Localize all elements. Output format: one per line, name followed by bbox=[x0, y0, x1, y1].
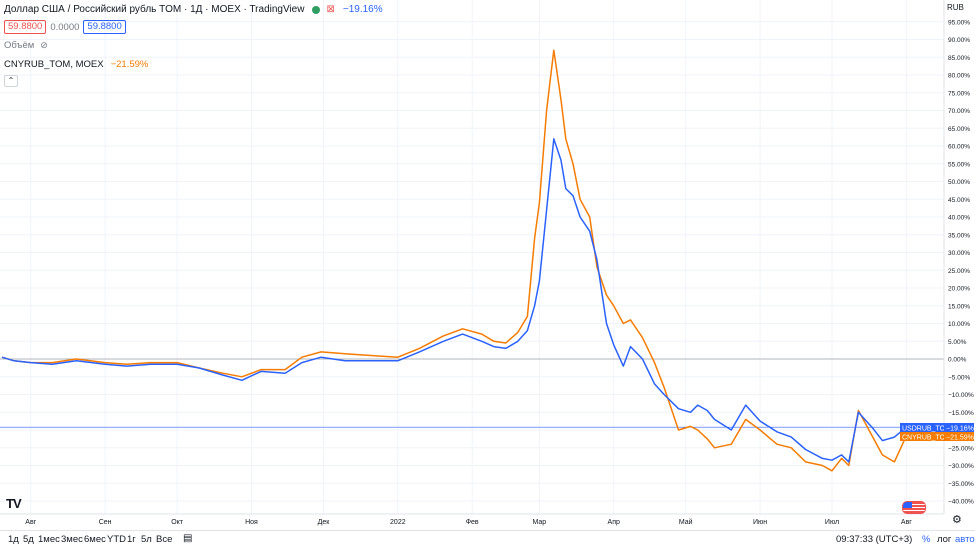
timeframe-1y[interactable]: 1г bbox=[127, 534, 136, 545]
bottom-toolbar: 1д 5д 1мес 3мес 6мес YTD 1г 5л Все ▤ 09:… bbox=[0, 530, 975, 549]
compare-row: CNYRUB_TOM, MOEX −21.59% bbox=[4, 58, 383, 71]
scale-currency[interactable]: RUB bbox=[947, 3, 964, 12]
us-flag-icon[interactable] bbox=[902, 501, 926, 514]
legend-title-row: Доллар США / Российский рубль TOM · 1Д ·… bbox=[4, 3, 383, 16]
y-tick-label: 25.00% bbox=[948, 268, 970, 275]
x-tick-label: Сен bbox=[99, 519, 112, 526]
series-layer bbox=[1, 49, 908, 472]
y-tick-label: 50.00% bbox=[948, 179, 970, 186]
y-tick-label: −25.00% bbox=[948, 445, 974, 452]
cny-marker-label-bg bbox=[900, 432, 944, 441]
x-tick-label: Дек bbox=[318, 519, 331, 526]
timeframe-3m[interactable]: 3мес bbox=[61, 534, 83, 545]
chevron-up-icon[interactable]: ⌃ bbox=[4, 75, 18, 87]
tradingview-logo-icon[interactable]: TV bbox=[6, 496, 22, 511]
cny-series-line[interactable] bbox=[1, 49, 908, 472]
y-tick-label: −10.00% bbox=[948, 392, 974, 399]
compare-label[interactable]: CNYRUB_TOM, MOEX bbox=[4, 59, 104, 70]
x-tick-label: Ноя bbox=[245, 519, 258, 526]
y-tick-label: −15.00% bbox=[948, 410, 974, 417]
usd-series-line[interactable] bbox=[1, 138, 907, 463]
status-dot-icon bbox=[312, 5, 321, 14]
time-scale[interactable]: Авг Сен Окт Ноя Дек 2022 Фев Мар Апр Май Июн Июл Авг bbox=[25, 518, 912, 526]
log-toggle[interactable]: лог bbox=[937, 534, 952, 545]
y-tick-label: 15.00% bbox=[948, 303, 970, 310]
timeframe-6m[interactable]: 6мес bbox=[84, 534, 106, 545]
cny-marker-value-bg bbox=[944, 432, 974, 441]
y-tick-label: 30.00% bbox=[948, 250, 970, 257]
y-tick-label: 0.00% bbox=[948, 357, 967, 364]
symbol-title[interactable]: Доллар США / Российский рубль TOM · 1Д ·… bbox=[4, 4, 305, 15]
timeframe-ytd[interactable]: YTD bbox=[107, 534, 126, 545]
volume-row: Объём ⊘ bbox=[4, 39, 383, 52]
price-row: 59.8800 0.0000 59.8800 bbox=[4, 20, 383, 34]
y-tick-label: 70.00% bbox=[948, 108, 970, 115]
timeframe-5y[interactable]: 5л bbox=[141, 534, 152, 545]
buy-price-button[interactable]: 59.8800 bbox=[83, 20, 126, 34]
auto-toggle[interactable]: авто bbox=[955, 534, 975, 545]
y-tick-label: −5.00% bbox=[948, 374, 970, 381]
chart-legend: Доллар США / Российский рубль TOM · 1Д ·… bbox=[4, 3, 383, 87]
y-tick-label: 5.00% bbox=[948, 339, 967, 346]
y-tick-label: 40.00% bbox=[948, 215, 970, 222]
y-tick-label: 60.00% bbox=[948, 144, 970, 151]
timeframe-1d[interactable]: 1д bbox=[8, 534, 19, 545]
x-tick-label: Июн bbox=[753, 519, 767, 526]
x-tick-label: Окт bbox=[171, 519, 184, 526]
usd-marker-value: −19.16% bbox=[946, 426, 974, 433]
clock[interactable]: 09:37:33 (UTC+3) bbox=[836, 534, 913, 545]
timeframe-all[interactable]: Все bbox=[156, 534, 173, 545]
usd-marker-value-bg bbox=[944, 423, 974, 432]
y-tick-label: −30.00% bbox=[948, 463, 974, 470]
cny-marker-value: −21.59% bbox=[946, 435, 974, 442]
x-tick-label: Авг bbox=[25, 519, 36, 526]
y-tick-label: 90.00% bbox=[948, 37, 970, 44]
y-tick-label: 55.00% bbox=[948, 161, 970, 168]
cny-marker-label: CNYRUB_TOM bbox=[902, 435, 951, 442]
eye-off-icon[interactable]: ⊘ bbox=[40, 40, 48, 50]
timeframe-5d[interactable]: 5д bbox=[23, 534, 34, 545]
close-icon[interactable]: ⊠ bbox=[326, 4, 335, 15]
x-tick-label: Июл bbox=[825, 519, 839, 526]
y-tick-label: 65.00% bbox=[948, 126, 970, 133]
y-tick-label: 80.00% bbox=[948, 73, 970, 80]
timeframe-1m[interactable]: 1мес bbox=[38, 534, 60, 545]
last-value-markers: USDRUB_TOM −19.16% CNYRUB_TOM −21.59% bbox=[900, 423, 974, 442]
y-tick-label: 10.00% bbox=[948, 321, 970, 328]
main-change: −19.16% bbox=[342, 4, 383, 15]
x-tick-label: Мар bbox=[533, 519, 547, 526]
y-tick-label: 75.00% bbox=[948, 90, 970, 97]
gear-icon[interactable]: ⚙ bbox=[952, 514, 962, 526]
usd-marker-label: USDRUB_TOM bbox=[902, 426, 951, 433]
y-tick-label: 45.00% bbox=[948, 197, 970, 204]
x-tick-label: Фев bbox=[466, 519, 479, 526]
spread-value: 0.0000 bbox=[50, 21, 80, 33]
sell-price-button[interactable]: 59.8800 bbox=[4, 20, 47, 34]
y-tick-label: −35.00% bbox=[948, 481, 974, 488]
y-tick-label: 20.00% bbox=[948, 286, 970, 293]
volume-label[interactable]: Объём bbox=[4, 40, 35, 51]
x-tick-label: Апр bbox=[608, 519, 620, 526]
x-tick-label: Май bbox=[679, 518, 693, 526]
y-tick-label: 85.00% bbox=[948, 55, 970, 62]
y-tick-label: 95.00% bbox=[948, 19, 970, 26]
calendar-icon[interactable]: ▤ bbox=[183, 533, 193, 544]
x-tick-label: Авг bbox=[901, 519, 912, 526]
x-tick-label: 2022 bbox=[390, 519, 406, 526]
price-scale[interactable]: 95.00% 90.00% 85.00% 80.00% 75.00% 70.00% 65.0… bbox=[948, 19, 974, 505]
usd-marker-label-bg bbox=[900, 423, 944, 432]
percent-toggle[interactable]: % bbox=[922, 534, 931, 545]
y-tick-label: 35.00% bbox=[948, 232, 970, 239]
compare-change: −21.59% bbox=[110, 59, 149, 70]
chart-canvas[interactable]: 95.00% 90.00% 85.00% 80.00% 75.00% 70.00% 65.0… bbox=[0, 0, 975, 530]
y-tick-label: −40.00% bbox=[948, 499, 974, 506]
